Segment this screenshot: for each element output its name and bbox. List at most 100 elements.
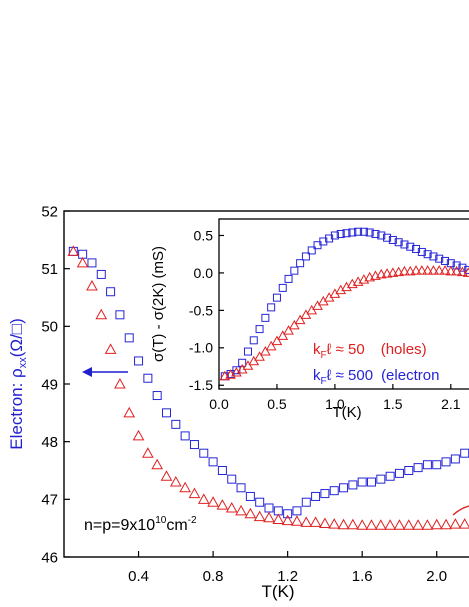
inset-triangle-point: [288, 319, 300, 330]
main-axis-ticks: [64, 210, 438, 558]
main-square-point: [385, 471, 395, 481]
inset-triangle-point: [428, 265, 439, 275]
density-annotation: n=p=9x1010cm-2: [84, 515, 197, 534]
main-square-point: [348, 480, 358, 490]
inset-x-tick-label: 0.0: [209, 396, 229, 412]
main-triangle-point: [95, 308, 108, 320]
main-square-point: [301, 497, 311, 507]
main-triangle-point: [328, 518, 341, 529]
inset-square-point: [278, 283, 287, 292]
main-triangle-point: [216, 499, 229, 510]
main-triangle-point: [281, 514, 294, 526]
legend-holes: kFℓ ≈ 50 (holes): [313, 341, 427, 361]
main-square-point: [404, 466, 414, 475]
main-triangle-point: [114, 377, 126, 389]
red-curve-fragment: [452, 505, 469, 516]
inset-square-point: [412, 244, 421, 253]
inset-triangle-point: [404, 265, 416, 276]
main-square-point: [422, 460, 432, 470]
left-arrow: [82, 367, 128, 377]
main-square-point: [329, 486, 339, 496]
main-triangle-point: [104, 343, 117, 354]
main-triangle-point: [86, 279, 98, 291]
inset-square-point: [348, 228, 357, 237]
inset-triangle-point: [422, 265, 433, 275]
inset-square-point: [429, 252, 438, 261]
inset-square-point: [354, 227, 363, 236]
inset-x-tick-label: 1.5: [383, 396, 403, 412]
main-triangle-point: [337, 518, 350, 530]
inset-square-point: [458, 263, 467, 272]
legend-holes-k: k: [313, 341, 321, 358]
main-triangle-point: [207, 496, 219, 507]
inset-square-point: [301, 252, 310, 261]
main-triangle-point: [347, 518, 359, 530]
main-plot: 0.4 0.8 1.2 1.6 2.0 46 47 48 49 50 51 52 T(K) Elect…: [7, 203, 469, 601]
density-annotation-unit-sup: -2: [188, 515, 197, 526]
inset-triangle-point: [439, 265, 451, 275]
main-triangle-point: [291, 515, 303, 526]
main-triangle-point: [151, 458, 164, 470]
inset-y-tick-label: 0.5: [194, 227, 214, 243]
inset-background: [219, 219, 469, 389]
main-triangle-point: [319, 517, 331, 529]
inset-y-tick-label: -0.5: [189, 302, 213, 318]
inset-square-point: [243, 347, 252, 356]
main-square-point: [180, 431, 190, 441]
main-square-point: [152, 391, 162, 401]
main-square-point: [292, 506, 302, 516]
inset-square-point: [383, 233, 392, 242]
inset-triangle-point: [451, 265, 462, 276]
main-triangle-point: [253, 510, 266, 522]
density-annotation-unit: cm: [166, 517, 187, 534]
inset-triangle-point: [375, 268, 387, 279]
main-square-point: [143, 373, 153, 383]
main-square-point: [245, 491, 255, 501]
inset-x-axis-label: T(K): [332, 404, 361, 421]
inset-tick-labels: 0.0 0.5 1.0 1.5 2.1 -1.5 -1.0 -0.5 0.0 0.5: [189, 227, 461, 412]
inset-triangle-point: [265, 340, 277, 351]
main-square-point: [189, 440, 199, 450]
main-square-point: [96, 269, 106, 279]
inset-triangle-point: [294, 314, 306, 325]
main-triangle-point: [244, 507, 257, 519]
main-y-tick-label: 51: [41, 261, 58, 278]
main-square-point: [162, 408, 171, 418]
main-triangle-point: [272, 513, 285, 525]
main-x-tick-label: 1.6: [352, 568, 373, 585]
inset-square-point: [336, 229, 345, 238]
inset-square-point: [452, 261, 461, 270]
main-square-point: [283, 509, 293, 519]
main-triangle-point: [430, 518, 443, 530]
main-square-point: [339, 483, 349, 493]
inset-y-tick-label: -1.5: [189, 377, 213, 393]
main-square-point: [255, 497, 265, 507]
inset-square-point: [249, 336, 258, 345]
inset-triangle-point: [254, 351, 265, 361]
inset-triangle-point: [410, 265, 422, 275]
main-y-axis-label: Electron: ρxx(Ω/□): [7, 318, 29, 450]
main-x-tick-label: 0.8: [203, 568, 224, 585]
main-square-point: [134, 356, 144, 366]
main-triangle-point: [123, 406, 136, 418]
main-y-tick-label: 49: [41, 376, 58, 393]
inset-frame: [218, 218, 469, 390]
main-triangle-point: [197, 493, 210, 504]
inset-triangle-point: [433, 265, 445, 275]
inset-square-point: [330, 231, 339, 240]
main-square-point: [311, 491, 321, 501]
inset-triangle-point: [260, 346, 271, 356]
main-triangle-point: [179, 481, 191, 493]
main-square-point: [264, 503, 274, 513]
main-y-tick-label: 46: [41, 549, 58, 566]
main-x-tick-label: 2.0: [426, 568, 447, 585]
main-square-point: [171, 419, 181, 429]
main-square-point: [413, 463, 423, 473]
inset-triangle-point: [457, 266, 468, 277]
inset-y-axis-label: σ(T) - σ(2K) (mS): [150, 246, 167, 362]
main-y-label-sub: xx: [17, 357, 29, 369]
main-triangle-point: [449, 518, 462, 529]
legend-electrons-sub: F: [321, 376, 327, 387]
inset-square-point: [261, 313, 270, 322]
inset-triangle-point: [445, 265, 457, 276]
